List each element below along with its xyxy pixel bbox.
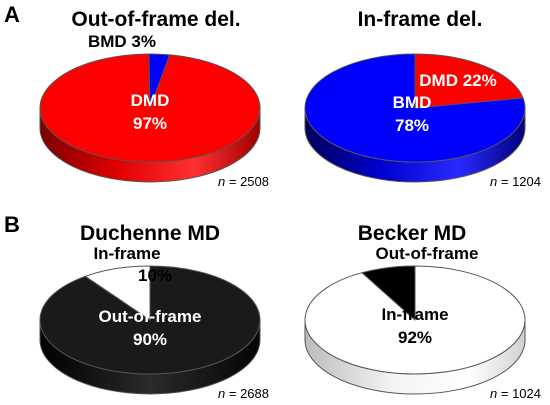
- slice-value-label: 78%: [395, 116, 429, 135]
- slice-label: DMD 22%: [419, 71, 496, 90]
- n-value: = 2508: [229, 174, 269, 189]
- sample-size-label: n = 1024: [490, 386, 541, 401]
- slice-value-label: 90%: [133, 330, 167, 349]
- n-symbol: n: [490, 386, 497, 401]
- slice-label: BMD 3%: [88, 32, 156, 51]
- slice-value-label: 8%: [416, 266, 441, 285]
- panel-letter-a: A: [4, 2, 20, 27]
- n-value: = 2688: [229, 386, 269, 401]
- pie: Out-of-frame 90% In-frame 10%: [39, 244, 261, 395]
- chart-in-frame-deletions: In-frame del. BMD 78% DMD 22% n = 1204: [304, 8, 541, 189]
- slice-value-label: 97%: [133, 114, 167, 133]
- n-symbol: n: [218, 174, 225, 189]
- sample-size-label: n = 2688: [218, 386, 269, 401]
- chart-duchenne-md: Duchenne MD Out-of-frame 90% In-frame 10% n…: [39, 222, 269, 401]
- panel-letter-b: B: [4, 212, 20, 237]
- sample-size-label: n = 2508: [218, 174, 269, 189]
- slice-value-label: 92%: [398, 328, 432, 347]
- slice-value-label: 10%: [138, 266, 172, 285]
- chart-out-of-frame-deletions: Out-of-frame del. DMD 97% BMD 3% n = 2508: [39, 8, 269, 189]
- n-symbol: n: [218, 386, 225, 401]
- slice-name-label: DMD: [131, 91, 170, 110]
- chart-title: In-frame del.: [358, 8, 483, 31]
- n-value: = 1024: [501, 386, 541, 401]
- pie-slice-dmd: [414, 53, 524, 109]
- slice-name-label: In-frame: [93, 244, 160, 263]
- slice-name-label: Out-of-frame: [376, 244, 479, 263]
- chart-title: Out-of-frame del.: [71, 8, 240, 31]
- n-symbol: n: [490, 174, 497, 189]
- pie: DMD 97% BMD 3%: [39, 32, 261, 183]
- slice-name-label: Out-of-frame: [99, 307, 202, 326]
- slice-name-label: In-frame: [381, 305, 448, 324]
- pie: BMD 78% DMD 22%: [304, 53, 526, 183]
- chart-title: Becker MD: [358, 222, 467, 245]
- pie-slice-bmd: [148, 53, 171, 109]
- pie: In-frame 92% Out-of-frame 8%: [304, 244, 526, 395]
- chart-title: Duchenne MD: [80, 222, 220, 245]
- pie-slice-in-frame: [84, 265, 151, 321]
- chart-becker-md: Becker MD In-frame 92% Out-of-frame 8% n = …: [304, 222, 541, 401]
- sample-size-label: n = 1204: [490, 174, 541, 189]
- n-value: = 1204: [501, 174, 541, 189]
- pie-slice-out-of-frame: [361, 265, 416, 321]
- slice-name-label: BMD: [393, 93, 432, 112]
